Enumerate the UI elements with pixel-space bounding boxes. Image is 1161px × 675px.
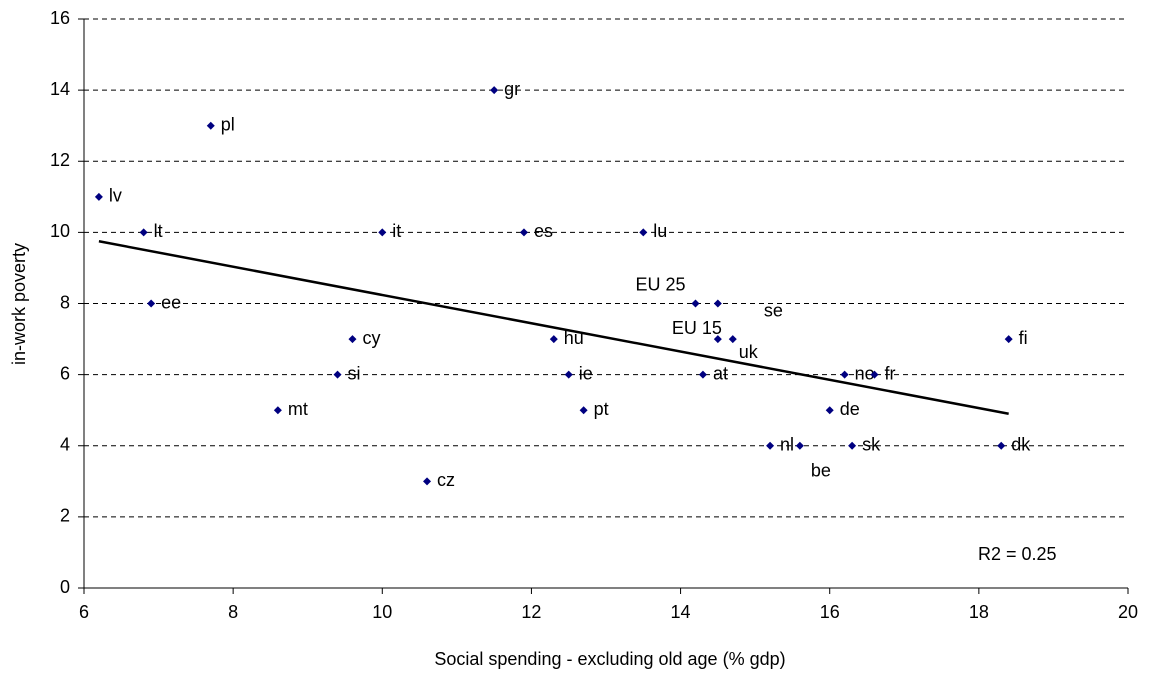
point-label: lt (154, 221, 163, 241)
point-label: se (764, 300, 783, 320)
data-point (378, 228, 387, 237)
data-point (713, 299, 722, 308)
data-point (147, 299, 156, 308)
point-label: it (392, 221, 401, 241)
data-point (728, 335, 737, 344)
data-point (549, 335, 558, 344)
point-label: be (811, 461, 831, 481)
data-point (333, 370, 342, 379)
data-point (840, 370, 849, 379)
data-point (825, 406, 834, 415)
point-label: fi (1019, 328, 1028, 348)
data-point (564, 370, 573, 379)
x-axis-label: Social spending - excluding old age (% g… (434, 649, 785, 669)
data-point (273, 406, 282, 415)
r2-annotation: R2 = 0.25 (978, 544, 1057, 564)
data-point (848, 441, 857, 450)
x-tick-label: 14 (671, 602, 691, 622)
data-point (139, 228, 148, 237)
y-tick-label: 16 (50, 8, 70, 28)
data-point (206, 121, 215, 130)
y-tick-label: 6 (60, 363, 70, 383)
trend-line (98, 240, 1009, 415)
point-label: EU 25 (635, 274, 685, 294)
point-label: at (713, 363, 728, 383)
x-tick-label: 20 (1118, 602, 1138, 622)
y-tick-label: 2 (60, 506, 70, 526)
data-point (713, 335, 722, 344)
point-label: de (840, 399, 860, 419)
data-point (579, 406, 588, 415)
point-label: dk (1011, 435, 1031, 455)
data-point (490, 86, 499, 95)
data-point (997, 441, 1006, 450)
point-label: EU 15 (672, 318, 722, 338)
point-label: uk (739, 342, 759, 362)
x-tick-label: 18 (969, 602, 989, 622)
point-label: pl (221, 114, 235, 134)
point-label: mt (288, 399, 308, 419)
data-point (766, 441, 775, 450)
point-label: fr (884, 363, 895, 383)
point-label: nl (780, 435, 794, 455)
point-label: pt (594, 399, 609, 419)
y-tick-label: 0 (60, 577, 70, 597)
y-tick-label: 14 (50, 79, 70, 99)
data-point (94, 192, 103, 201)
data-point (795, 441, 804, 450)
data-point (348, 335, 357, 344)
data-point (870, 370, 879, 379)
x-tick-label: 8 (228, 602, 238, 622)
point-label: lv (109, 186, 122, 206)
x-tick-label: 16 (820, 602, 840, 622)
point-label: si (348, 363, 361, 383)
data-point (691, 299, 700, 308)
y-tick-label: 12 (50, 150, 70, 170)
x-tick-label: 6 (79, 602, 89, 622)
data-point (1004, 335, 1013, 344)
point-label: es (534, 221, 553, 241)
point-label: ee (161, 292, 181, 312)
point-label: cz (437, 470, 455, 490)
y-tick-label: 10 (50, 221, 70, 241)
x-tick-label: 12 (521, 602, 541, 622)
x-tick-label: 10 (372, 602, 392, 622)
point-label: cy (362, 328, 380, 348)
point-label: hu (564, 328, 584, 348)
point-label: no (855, 363, 875, 383)
data-point (639, 228, 648, 237)
y-tick-label: 4 (60, 435, 70, 455)
point-label: lu (653, 221, 667, 241)
y-axis-label: in-work poverty (9, 243, 29, 365)
point-label: gr (504, 79, 520, 99)
y-tick-label: 8 (60, 292, 70, 312)
data-point (423, 477, 432, 486)
point-label: sk (862, 435, 881, 455)
data-point (698, 370, 707, 379)
data-point (519, 228, 528, 237)
point-label: ie (579, 363, 593, 383)
